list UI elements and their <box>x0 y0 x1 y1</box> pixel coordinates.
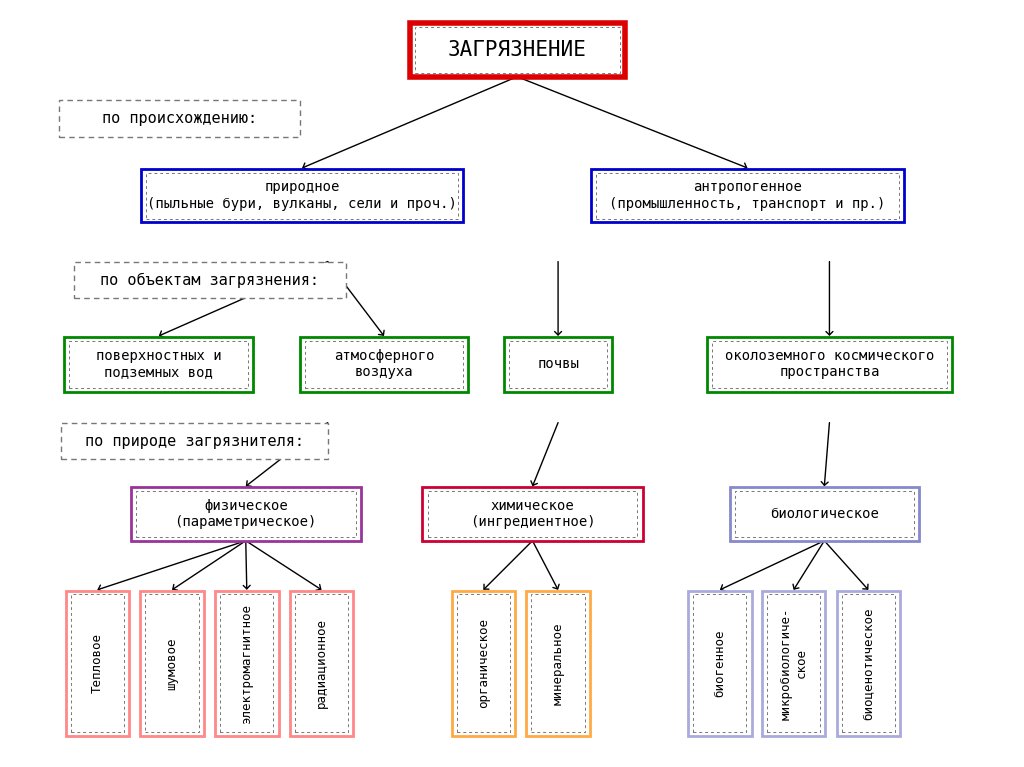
Bar <box>131 487 361 541</box>
Bar <box>145 594 199 732</box>
Text: поверхностных и
подземных вод: поверхностных и подземных вод <box>96 349 221 380</box>
Text: минеральное: минеральное <box>552 622 564 705</box>
Bar <box>526 591 590 736</box>
Text: почвы: почвы <box>538 357 579 371</box>
Bar <box>410 23 625 77</box>
Text: околоземного космического
пространства: околоземного космического пространства <box>725 349 934 380</box>
Bar <box>299 337 469 392</box>
Text: биологическое: биологическое <box>770 507 879 521</box>
Text: природное
(пыльные бури, вулканы, сели и проч.): природное (пыльные бури, вулканы, сели и… <box>147 180 457 211</box>
Text: ЗАГРЯЗНЕНИЕ: ЗАГРЯЗНЕНИЕ <box>447 40 587 60</box>
Bar <box>61 423 328 459</box>
Bar <box>729 487 920 541</box>
Text: по происхождению:: по происхождению: <box>101 111 257 127</box>
Bar <box>707 337 952 392</box>
Text: химическое
(ингредиентное): химическое (ингредиентное) <box>470 499 595 529</box>
Bar <box>215 591 279 736</box>
Bar <box>767 594 820 732</box>
Bar <box>712 341 947 388</box>
Bar <box>415 27 620 73</box>
Bar <box>457 594 510 732</box>
Bar <box>58 100 299 137</box>
Bar <box>596 173 899 219</box>
Bar <box>735 491 914 537</box>
Text: шумовое: шумовое <box>166 637 178 690</box>
Bar <box>70 341 248 388</box>
Bar <box>66 591 129 736</box>
Text: Тепловое: Тепловое <box>91 634 103 693</box>
Text: физическое
(параметрическое): физическое (параметрическое) <box>174 499 317 529</box>
Text: электромагнитное: электромагнитное <box>241 604 253 723</box>
Bar <box>220 594 273 732</box>
Bar <box>842 594 895 732</box>
Text: биоценотическое: биоценотическое <box>862 607 874 719</box>
Text: органическое: органическое <box>477 618 489 709</box>
Bar <box>135 491 356 537</box>
Bar <box>295 594 348 732</box>
Bar <box>688 591 752 736</box>
Bar <box>71 594 124 732</box>
Bar <box>531 594 585 732</box>
Bar <box>510 341 606 388</box>
Bar <box>74 262 346 298</box>
Text: атмосферного
воздуха: атмосферного воздуха <box>334 349 434 380</box>
Bar <box>428 491 637 537</box>
Bar <box>423 487 643 541</box>
Bar <box>592 169 904 222</box>
Text: по объектам загрязнения:: по объектам загрязнения: <box>100 272 319 288</box>
Text: антропогенное
(промышленность, транспорт и пр.): антропогенное (промышленность, транспорт… <box>609 180 886 211</box>
Bar <box>693 594 746 732</box>
Text: биогенное: биогенное <box>714 630 726 697</box>
Bar <box>305 341 463 388</box>
Bar <box>290 591 353 736</box>
Text: по природе загрязнителя:: по природе загрязнителя: <box>85 433 304 449</box>
Text: микробиологиче-
ское: микробиологиче- ское <box>779 607 808 719</box>
Bar <box>63 337 254 392</box>
Bar <box>140 591 204 736</box>
Text: радиационное: радиационное <box>315 618 328 709</box>
Bar <box>452 591 515 736</box>
Bar <box>140 169 463 222</box>
Bar <box>145 173 459 219</box>
Bar <box>762 591 825 736</box>
Bar <box>505 337 612 392</box>
Bar <box>837 591 900 736</box>
